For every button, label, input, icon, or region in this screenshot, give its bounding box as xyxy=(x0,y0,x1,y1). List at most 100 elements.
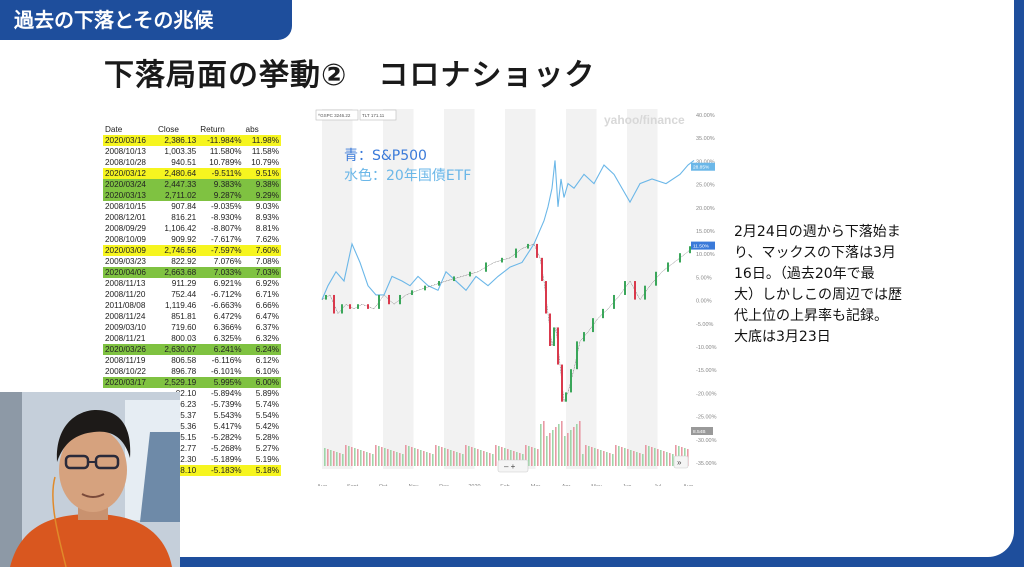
volume-bar xyxy=(390,450,392,466)
volume-bar xyxy=(540,424,542,466)
x-tick-label: Oct xyxy=(379,484,388,486)
cell-date: 2008/10/28 xyxy=(105,158,146,167)
annotation-line: 16日。（過去20年で最 xyxy=(734,266,875,282)
candle xyxy=(557,327,559,365)
volume-bar xyxy=(480,450,482,466)
y-tick-label: 25.00% xyxy=(696,183,715,189)
cell-date: 2011/08/08 xyxy=(105,301,146,310)
volume-bar xyxy=(636,452,638,466)
cell-close: 911.29 xyxy=(171,279,197,288)
volume-bar xyxy=(402,454,404,466)
cell-close: 800.03 xyxy=(171,334,197,343)
table-row: 2020/03/13 2,711.02 9.287% 9.29% xyxy=(103,190,281,201)
candle xyxy=(333,294,335,314)
y-tick-label: 30.00% xyxy=(696,159,715,165)
x-tick-label: Aug xyxy=(317,484,327,486)
volume-bar xyxy=(360,450,362,466)
volume-bar xyxy=(408,446,410,466)
cell-return: 9.383% xyxy=(198,179,244,190)
cell-abs: 9.03% xyxy=(255,202,279,211)
cell-date: 2009/03/10 xyxy=(105,323,146,332)
table-row: 2.30 -5.189% 5.19% xyxy=(103,454,281,465)
table-row: 2020/03/24 2,447.33 9.383% 9.38% xyxy=(103,179,281,190)
volume-bar xyxy=(492,454,494,466)
volume-bar xyxy=(618,446,620,466)
cell-close: 752.44 xyxy=(171,290,197,299)
volume-bar xyxy=(555,427,557,466)
cell-return: -5.268% xyxy=(211,444,242,453)
cell-abs: 6.37% xyxy=(255,323,279,332)
table-row: 2020/04/06 2,663.68 7.033% 7.03% xyxy=(103,267,281,278)
volume-bar xyxy=(498,446,500,466)
expand-icon: » xyxy=(677,458,682,467)
annotation-line: 大）しかしこの周辺では歴 xyxy=(734,287,902,303)
candle xyxy=(541,257,543,282)
candle xyxy=(536,243,538,258)
table-row: 2008/11/19 806.58 -6.116% 6.12% xyxy=(103,355,281,366)
month-band xyxy=(444,109,475,469)
price-comparison-chart: 40.00% 35.00% 30.00% 25.00% 20.00% 15.00% 10.0… xyxy=(315,109,717,486)
annotation-line: 大底は3月23日 xyxy=(734,329,831,345)
volume-bar xyxy=(423,451,425,466)
volume-bar xyxy=(324,448,326,466)
cell-date: 2008/11/13 xyxy=(105,279,146,288)
volume-bar xyxy=(573,427,575,466)
table-row: 2008/11/24 851.81 6.472% 6.47% xyxy=(103,311,281,322)
cell-date: 2008/11/19 xyxy=(105,356,146,365)
cell-close: 719.60 xyxy=(171,323,197,332)
cell-date: 2008/10/22 xyxy=(105,367,146,376)
tlt-badge xyxy=(691,162,715,171)
cell-close: 1,119.46 xyxy=(164,301,197,310)
candle xyxy=(527,243,529,249)
cell-date: 2020/03/16 xyxy=(103,135,156,146)
x-tick-label: Feb xyxy=(500,484,509,486)
x-tick-label: Sept xyxy=(347,484,359,486)
table-row: 2009/03/23 822.92 7.076% 7.08% xyxy=(103,256,281,267)
candle xyxy=(602,308,604,319)
volume-bar xyxy=(372,454,374,466)
candle xyxy=(367,304,369,309)
cell-abs: 7.60% xyxy=(243,245,281,256)
volume-bar xyxy=(375,445,377,466)
tlt-badge-label: 28.85% xyxy=(693,165,710,171)
y-tick-label: -35.00% xyxy=(696,461,717,467)
table-row: 2009/03/10 719.60 6.366% 6.37% xyxy=(103,322,281,333)
volume-bar xyxy=(336,452,338,466)
volume-bar xyxy=(465,445,467,466)
volume-bar xyxy=(639,453,641,466)
cell-abs: 6.47% xyxy=(255,312,279,321)
volume-bar xyxy=(510,450,512,466)
column-header: Date xyxy=(105,125,123,134)
cell-close: 940.51 xyxy=(171,158,197,167)
volume-bar xyxy=(366,452,368,466)
table-row: 2008/10/22 896.78 -6.101% 6.10% xyxy=(103,366,281,377)
candle xyxy=(667,262,669,272)
cell-abs: 7.08% xyxy=(255,257,279,266)
volume-bar xyxy=(570,430,572,466)
volume-bar xyxy=(486,452,488,466)
candle xyxy=(583,332,585,342)
cell-date: 2008/09/29 xyxy=(105,224,146,233)
cell-return: 11.580% xyxy=(209,147,242,156)
x-tick-label: May xyxy=(591,484,602,486)
volume-bar xyxy=(495,445,497,466)
volume-bar xyxy=(546,436,548,466)
volume-bar xyxy=(369,453,371,466)
watermark-text: yahoo/finance xyxy=(604,113,685,127)
spx-badge-label: 11.50% xyxy=(693,244,710,250)
volume-bar xyxy=(558,424,560,466)
candle xyxy=(553,327,555,346)
candle xyxy=(399,294,401,305)
table-row: 2008/10/28 940.51 10.789% 10.79% xyxy=(103,157,281,168)
volume-bar xyxy=(399,453,401,466)
cell-return: 6.472% xyxy=(213,312,242,321)
y-tick-label: -20.00% xyxy=(696,391,717,397)
cell-close: 02.10 xyxy=(175,389,197,398)
x-tick-label: Jun xyxy=(623,484,632,486)
volume-bar xyxy=(489,453,491,466)
volume-bar xyxy=(651,447,653,466)
cell-close: 2.30 xyxy=(180,455,197,464)
candle xyxy=(388,294,390,305)
cell-return: -6.663% xyxy=(211,301,242,310)
cell-date: 2008/12/01 xyxy=(105,213,146,222)
